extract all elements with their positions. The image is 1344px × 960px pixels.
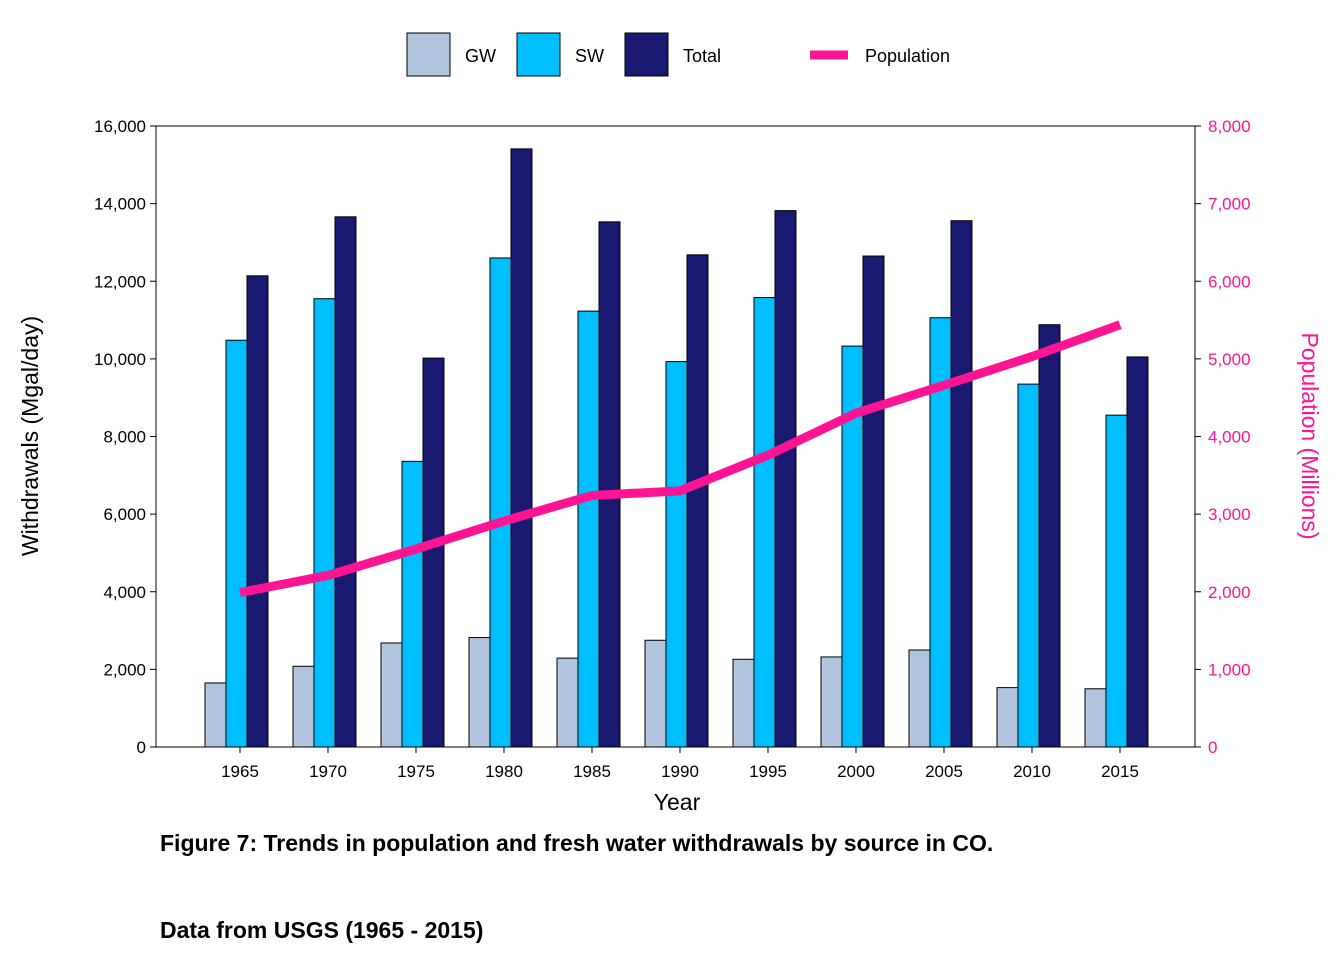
bar-gw xyxy=(468,637,491,748)
y-right-tick-label: 8,000 xyxy=(1208,117,1251,136)
x-tick-label: 2000 xyxy=(837,762,875,781)
legend-swatch-gw xyxy=(406,32,451,77)
y-right-tick-label: 4,000 xyxy=(1208,428,1251,447)
population-line xyxy=(239,320,1122,597)
x-tick-label: 1970 xyxy=(309,762,347,781)
bar-sw xyxy=(753,297,776,748)
y-tick-label: 6,000 xyxy=(103,505,146,524)
legend-label-sw: SW xyxy=(575,46,604,66)
figure-source: Data from USGS (1965 - 2015) xyxy=(160,917,484,943)
y-tick-label: 4,000 xyxy=(103,583,146,602)
bar-gw xyxy=(820,656,843,748)
y-tick-label: 14,000 xyxy=(94,195,146,214)
bar-gw xyxy=(1084,688,1107,748)
legend-label-population: Population xyxy=(865,46,950,66)
x-tick-label: 2005 xyxy=(925,762,963,781)
bar-sw xyxy=(665,361,688,748)
legend-swatch-sw xyxy=(516,32,561,77)
axes: 0 2,000 4,000 6,000 8,000 10,000 12,000 14,000 1… xyxy=(94,117,1251,781)
x-tick-label: 1975 xyxy=(397,762,435,781)
bar-gw xyxy=(292,665,315,748)
bar-sw xyxy=(225,339,248,748)
legend-swatch-total xyxy=(624,32,669,77)
x-axis-title: Year xyxy=(654,789,701,815)
y-right-tick-label: 7,000 xyxy=(1208,195,1251,214)
population-line-layer xyxy=(239,320,1122,597)
y-right-tick-label: 3,000 xyxy=(1208,505,1251,524)
bar-sw xyxy=(489,257,512,748)
y-tick-label: 8,000 xyxy=(103,428,146,447)
y-tick-label: 16,000 xyxy=(94,117,146,136)
bar-total xyxy=(1126,356,1149,748)
y-tick-label: 0 xyxy=(137,738,146,757)
y-right-tick-label: 1,000 xyxy=(1208,660,1251,679)
x-tick-label: 1985 xyxy=(573,762,611,781)
legend-label-total: Total xyxy=(683,46,721,66)
y-right-tick-label: 2,000 xyxy=(1208,583,1251,602)
bar-total xyxy=(334,216,357,748)
bars xyxy=(204,148,1149,748)
x-tick-label: 1995 xyxy=(749,762,787,781)
y-tick-label: 10,000 xyxy=(94,350,146,369)
x-tick-label: 1990 xyxy=(661,762,699,781)
bar-sw xyxy=(313,298,336,748)
y-tick-label: 12,000 xyxy=(94,272,146,291)
bar-total xyxy=(1038,324,1061,748)
y-axis-right-title: Population (Millions) xyxy=(1297,332,1323,539)
x-tick-label: 1965 xyxy=(221,762,259,781)
bar-gw xyxy=(204,682,227,748)
bar-gw xyxy=(644,639,667,748)
y-tick-label: 2,000 xyxy=(103,660,146,679)
bar-gw xyxy=(380,642,403,748)
legend: GW SW Total Population xyxy=(406,32,950,77)
bar-total xyxy=(686,254,709,748)
bar-sw xyxy=(1017,383,1040,748)
bar-gw xyxy=(732,658,755,748)
bar-gw xyxy=(996,687,1019,748)
bar-sw xyxy=(1105,414,1128,748)
bar-total xyxy=(862,255,885,748)
x-tick-label: 1980 xyxy=(485,762,523,781)
legend-label-gw: GW xyxy=(465,46,496,66)
y-right-tick-label: 5,000 xyxy=(1208,350,1251,369)
bar-total xyxy=(598,221,621,748)
y-axis-title: Withdrawals (Mgal/day) xyxy=(17,316,43,556)
figure-caption: Figure 7: Trends in population and fresh… xyxy=(160,830,994,856)
x-tick-label: 2010 xyxy=(1013,762,1051,781)
bar-total xyxy=(774,210,797,748)
y-right-tick-label: 0 xyxy=(1208,738,1217,757)
bar-total xyxy=(422,357,445,748)
bar-gw xyxy=(908,649,931,748)
x-tick-label: 2015 xyxy=(1101,762,1139,781)
bar-sw xyxy=(401,460,424,748)
bar-total xyxy=(246,275,269,748)
bar-gw xyxy=(556,657,579,748)
y-right-tick-label: 6,000 xyxy=(1208,272,1251,291)
bar-sw xyxy=(577,310,600,748)
bar-total xyxy=(510,148,533,748)
bar-total xyxy=(950,220,973,748)
bar-sw xyxy=(841,345,864,748)
